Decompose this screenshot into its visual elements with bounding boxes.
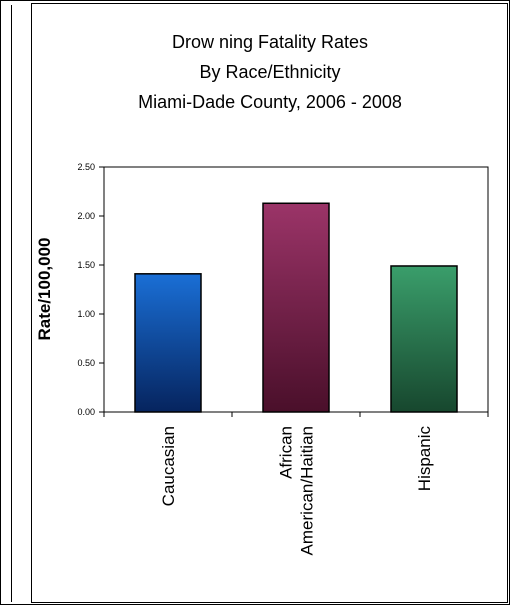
left-divider [11,5,12,602]
bar-chart: Drow ning Fatality Rates By Race/Ethnici… [35,32,489,555]
chart-title: Drow ning Fatality Rates By Race/Ethnici… [138,32,402,112]
x-category-label: Caucasian [159,426,178,506]
title-line-2: By Race/Ethnicity [199,62,340,82]
bar-african-american-haitian [262,202,330,413]
plot-area: 0.00 0.50 1.00 1.50 2.00 2.50 Caucasian African… [77,162,489,555]
y-axis-title: Rate/100,000 [35,237,54,340]
title-line-1: Drow ning Fatality Rates [172,32,368,52]
y-tick-label: 1.50 [77,260,95,270]
y-tick-label: 2.00 [77,211,95,221]
bar-caucasian [134,273,202,413]
title-line-3: Miami-Dade County, 2006 - 2008 [138,92,402,112]
chart-panel: Drow ning Fatality Rates By Race/Ethnici… [31,3,508,603]
bar-hispanic [390,265,458,413]
x-category-label: American/Haitian [298,426,317,555]
y-tick-label: 1.00 [77,309,95,319]
y-tick-label: 0.50 [77,358,95,368]
x-category-label: Hispanic [415,426,434,492]
x-category-label: African [277,426,296,479]
y-tick-label: 2.50 [77,162,95,172]
y-tick-label: 0.00 [77,407,95,417]
